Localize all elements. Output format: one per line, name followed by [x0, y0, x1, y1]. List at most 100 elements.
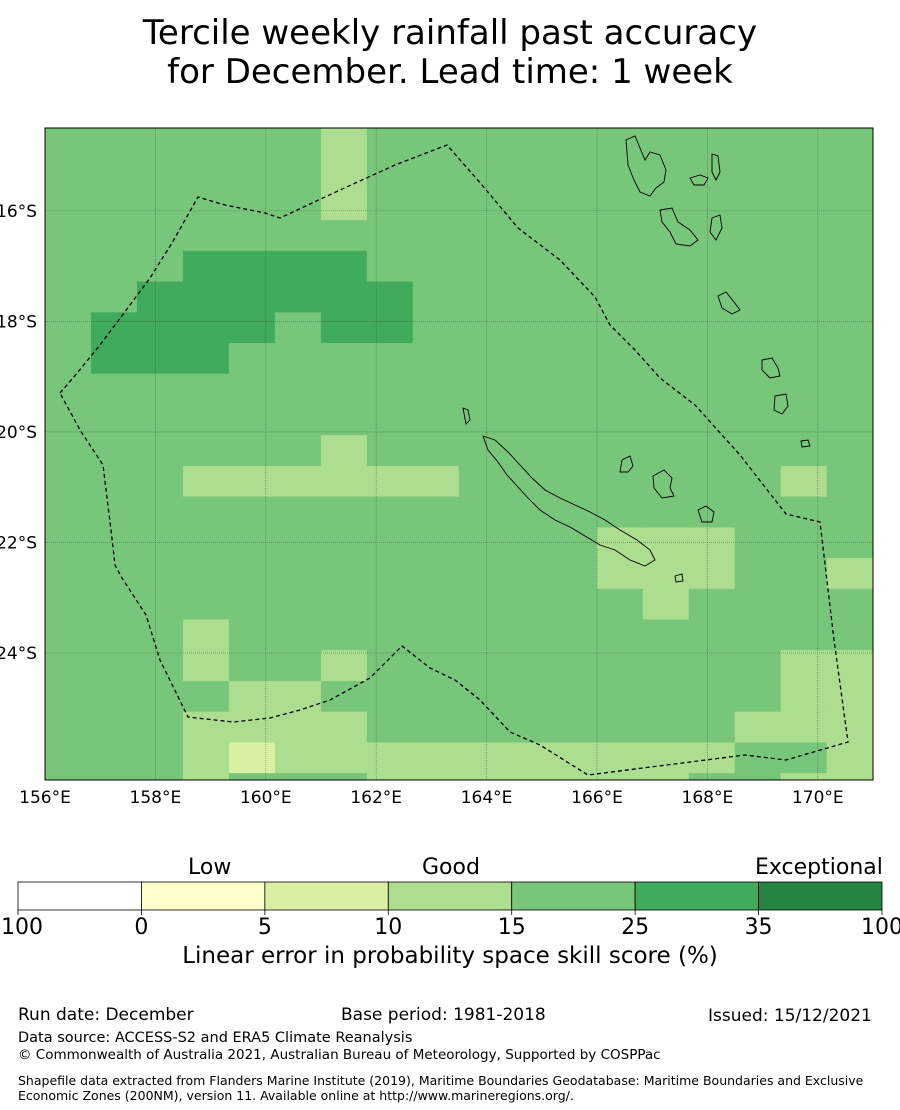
grid-cell [550, 189, 598, 221]
grid-cell [504, 250, 552, 283]
grid-cell [274, 404, 322, 436]
grid-cell [320, 312, 368, 344]
grid-cell [366, 250, 414, 283]
grid-cell [826, 128, 874, 160]
grid-cell [320, 773, 368, 781]
grid-cell [734, 250, 782, 283]
grid-cell [596, 558, 644, 590]
grid-cell [596, 742, 644, 774]
grid-cell [780, 465, 828, 498]
grid-cell [412, 435, 460, 467]
coastlines [462, 135, 811, 583]
grid-cell [596, 250, 644, 283]
colorbar-swatch [387, 881, 513, 911]
grid-cell [366, 773, 414, 781]
grid-cell [596, 435, 644, 467]
grid-cell [596, 619, 644, 651]
grid-cell [504, 588, 552, 621]
grid-cell [228, 527, 276, 559]
grid-cell [504, 312, 552, 344]
grid-cell [458, 312, 506, 344]
grid-cell [780, 650, 828, 682]
grid-cell [504, 773, 552, 781]
grid-cell [320, 189, 368, 221]
grid-cell [734, 373, 782, 405]
grid-cell [734, 465, 782, 498]
colorbar-swatch [634, 881, 759, 911]
grid-cell [550, 650, 598, 682]
grid-cell [274, 128, 322, 160]
grid-cell [136, 742, 184, 774]
grid-cell [274, 465, 322, 498]
grid-cell [734, 312, 782, 344]
grid-cell [182, 373, 230, 405]
lat-tick-label: 24°S [0, 644, 37, 664]
grid-cell [826, 189, 874, 221]
grid-cell [136, 619, 184, 651]
grid-cell [274, 189, 322, 221]
grid-cell [274, 619, 322, 651]
grid-cell [458, 496, 506, 528]
grid-cell [458, 527, 506, 559]
grid-cell [642, 128, 690, 160]
lon-tick-label: 158°E [130, 788, 182, 808]
grid-cell [90, 773, 138, 781]
grid-cell [550, 465, 598, 498]
grid-cell [412, 220, 460, 252]
grid-cell [136, 558, 184, 590]
grid-cell [412, 711, 460, 743]
grid-cell [320, 465, 368, 498]
island-outline [482, 435, 656, 567]
grid-cell [90, 281, 138, 313]
grid-cell [45, 404, 92, 436]
grid-cell [366, 527, 414, 559]
grid-cell [596, 588, 644, 621]
longitude-ticks: 156°E 158°E 160°E 162°E 164°E 166°E 168°E 170°E [19, 788, 844, 808]
grid-cell [550, 742, 598, 774]
island-outline [761, 357, 781, 379]
grid-cell [136, 189, 184, 221]
grid-cell [780, 527, 828, 559]
grid-cell [412, 496, 460, 528]
grid-cell [550, 711, 598, 743]
grid-cell [228, 220, 276, 252]
grid-cell [228, 128, 276, 160]
grid-cell [412, 558, 460, 590]
skill-grid [45, 128, 874, 781]
grid-cell [320, 220, 368, 252]
grid-cell [45, 558, 92, 590]
grid-cell [826, 343, 874, 375]
grid-cell [90, 404, 138, 436]
grid-cell [780, 742, 828, 774]
grid-cell [228, 435, 276, 467]
grid-cell [642, 711, 690, 743]
grid-cell [412, 773, 460, 781]
grid-cell [136, 158, 184, 190]
grid-cell [596, 527, 644, 559]
grid-cell [366, 650, 414, 682]
grid-cell [320, 650, 368, 682]
grid-cell [182, 650, 230, 682]
grid-cell [274, 650, 322, 682]
grid-cell [228, 650, 276, 682]
island-outline [462, 407, 471, 425]
grid-cell [826, 435, 874, 467]
island-outline [773, 393, 789, 415]
grid-cell [504, 404, 552, 436]
grid-cell [320, 711, 368, 743]
graticule [45, 128, 873, 780]
grid-cell [274, 158, 322, 190]
grid-cell [780, 312, 828, 344]
grid-cell [688, 711, 736, 743]
grid-cell [734, 128, 782, 160]
colorbar-tick-label: 100 [861, 915, 900, 940]
grid-cell [826, 465, 874, 498]
grid-cell [45, 527, 92, 559]
grid-cell [366, 588, 414, 621]
grid-cell [550, 527, 598, 559]
grid-cell [826, 220, 874, 252]
copyright: © Commonwealth of Australia 2021, Austra… [18, 1047, 661, 1063]
grid-cell [45, 650, 92, 682]
grid-cell [688, 250, 736, 283]
grid-cell [412, 281, 460, 313]
